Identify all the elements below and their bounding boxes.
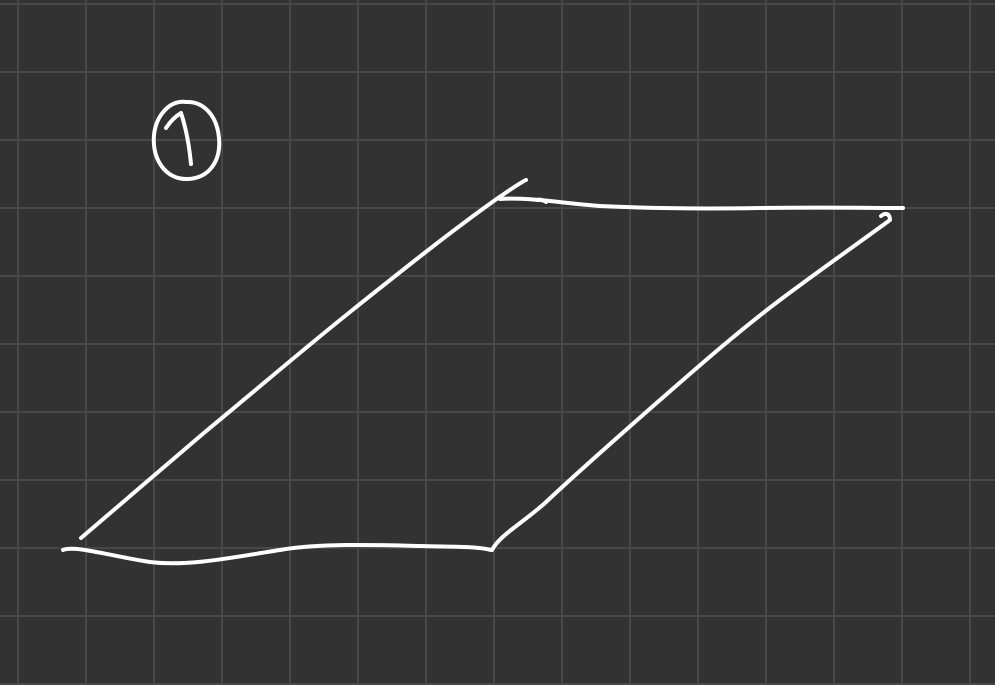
- figure-label-marker: [154, 102, 219, 179]
- parallelogram-sketch: [63, 180, 903, 563]
- parallelogram-bottom-edge: [63, 545, 491, 563]
- parallelogram-right-edge: [492, 214, 890, 550]
- figure-label-digit: [166, 113, 191, 164]
- parallelogram-top-edge: [500, 199, 903, 209]
- parallelogram-left-edge: [81, 180, 526, 538]
- parallelogram-top-tick: [537, 200, 546, 202]
